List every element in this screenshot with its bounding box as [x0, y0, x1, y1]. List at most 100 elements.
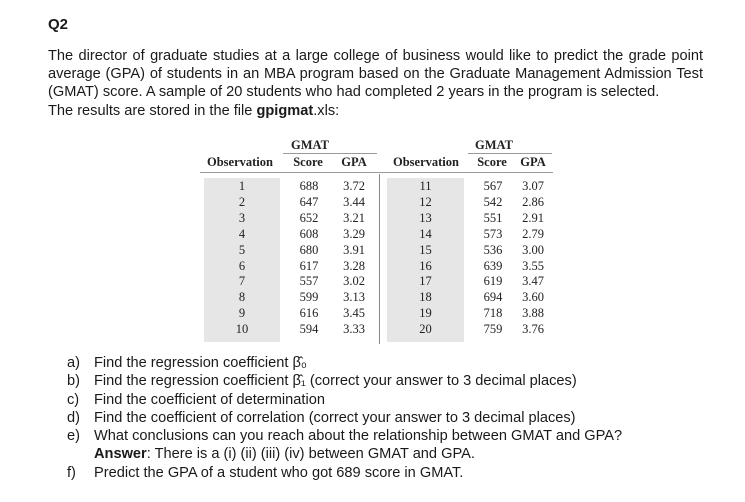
score-cell: 652: [299, 210, 319, 225]
observation-cell: 14: [419, 226, 432, 241]
question-text: Find the coefficient of determination: [94, 391, 325, 408]
observation-cell: 4: [238, 226, 246, 241]
gpa-cell: 3.29: [343, 226, 365, 241]
question-letter: d): [67, 409, 80, 426]
header-score-left: Score: [293, 155, 323, 169]
gmat-gpa-table: GMAT GMAT Observation Score GPA Observat…: [200, 136, 553, 348]
observation-cell: 19: [419, 306, 432, 321]
question-text: Find the regression coefficient β̂₀: [94, 355, 307, 371]
gpa-cell: 2.86: [522, 194, 544, 209]
gpa-cell: 3.13: [343, 290, 365, 305]
answer-line: Answer: There is a (i) (ii) (iii) (iv) b…: [67, 445, 727, 463]
observation-column-left: 1 2 3 4 5 6 7 8 9 10: [204, 179, 280, 338]
score-cell: 567: [483, 179, 503, 193]
observation-cell: 11: [419, 179, 432, 193]
intro-line-3: Test (GMAT) score. A sample of 20 studen…: [48, 66, 703, 101]
gpa-cell: 3.07: [522, 179, 544, 193]
observation-cell: 15: [419, 242, 432, 257]
question-text: Find the regression coefficient β̂₁ (cor…: [94, 373, 577, 390]
score-cell: 680: [299, 242, 319, 257]
data-filename: gpigmat: [256, 102, 314, 119]
score-column-left: 688 647 652 608 680 617 557 599 616 594: [286, 179, 332, 338]
intro-line-2: average (GPA) of students in an MBA prog…: [48, 66, 672, 83]
score-column-right: 567 542 551 573 536 639 619 694 718 759: [471, 179, 515, 338]
intro-line-4-prefix: The results are stored in the file: [48, 102, 257, 119]
observation-cell: 12: [419, 194, 432, 209]
score-cell: 694: [483, 290, 503, 305]
question-letter: a): [67, 355, 80, 371]
score-cell: 551: [483, 210, 503, 225]
question-text: Find the coefficient of correlation (cor…: [94, 409, 576, 426]
gpa-cell: 3.91: [343, 242, 365, 257]
gpa-cell: 3.76: [522, 322, 544, 337]
question-letter: b): [67, 373, 80, 390]
observation-cell: 1: [238, 179, 246, 193]
gpa-cell: 2.91: [522, 210, 544, 225]
gpa-cell: 3.02: [343, 274, 365, 289]
observation-shade-right: [387, 178, 464, 342]
gpa-cell: 2.79: [522, 226, 544, 241]
question-letter: c): [67, 391, 80, 408]
observation-cell: 2: [238, 194, 246, 209]
score-cell: 639: [483, 258, 503, 273]
score-cell: 573: [483, 226, 503, 241]
header-rule-left-gmat: [283, 153, 377, 154]
question-d: d) Find the coefficient of correlation (…: [67, 409, 727, 427]
gpa-cell: 3.00: [522, 242, 544, 257]
gpa-cell: 3.44: [343, 194, 365, 209]
header-score-right: Score: [477, 155, 507, 169]
question-text: Predict the GPA of a student who got 689…: [94, 464, 464, 481]
observation-cell: 17: [419, 274, 432, 289]
observation-cell: 6: [238, 258, 246, 273]
gpa-cell: 3.47: [522, 274, 544, 289]
observation-column-right: 11 12 13 14 15 16 17 18 19 20: [387, 179, 464, 338]
gpa-cell: 3.28: [343, 258, 365, 273]
observation-cell: 16: [419, 258, 432, 273]
answer-text: : There is a (i) (ii) (iii) (iv) between…: [146, 446, 475, 463]
question-c: c) Find the coefficient of determination: [67, 391, 727, 409]
score-cell: 718: [483, 306, 503, 321]
intro-line-4: The results are stored in the file gpigm…: [48, 102, 703, 120]
question-a: a) Find the regression coefficient β̂₀: [67, 354, 727, 372]
question-letter: f): [67, 464, 76, 481]
observation-cell: 13: [419, 210, 432, 225]
score-cell: 599: [299, 290, 319, 305]
gpa-cell: 3.72: [343, 179, 365, 193]
score-cell: 619: [483, 274, 503, 289]
observation-cell: 18: [419, 290, 432, 305]
observation-cell: 8: [238, 290, 246, 305]
observation-cell: 9: [238, 306, 246, 321]
question-heading: Q2: [48, 16, 69, 33]
header-gpa-left: GPA: [341, 155, 367, 169]
observation-cell: 7: [238, 274, 246, 289]
observation-cell: 20: [419, 322, 432, 337]
gpa-cell: 3.88: [522, 306, 544, 321]
header-observation-left: Observation: [207, 155, 273, 169]
question-text: What conclusions can you reach about the…: [94, 428, 623, 445]
header-gmat-left: GMAT: [291, 138, 329, 152]
column-divider: [379, 174, 380, 344]
observation-cell: 5: [238, 242, 246, 257]
score-cell: 617: [299, 258, 319, 273]
question-f: f) Predict the GPA of a student who got …: [67, 464, 727, 482]
header-observation-right: Observation: [393, 155, 459, 169]
question-e: e) What conclusions can you reach about …: [67, 427, 727, 445]
score-cell: 688: [299, 179, 319, 193]
gpa-cell: 3.55: [522, 258, 544, 273]
score-cell: 594: [299, 322, 319, 337]
observation-cell: 10: [235, 322, 249, 337]
observation-cell: 3: [238, 210, 246, 225]
gpa-cell: 3.33: [343, 322, 365, 337]
question-list: a) Find the regression coefficient β̂₀ b…: [67, 354, 727, 482]
score-cell: 557: [299, 274, 319, 289]
gpa-column-right: 3.07 2.86 2.91 2.79 3.00 3.55 3.47 3.60 …: [513, 179, 553, 338]
score-cell: 536: [483, 242, 503, 257]
observation-shade-left: [204, 178, 280, 342]
header-gpa-right: GPA: [520, 155, 546, 169]
score-cell: 608: [299, 226, 319, 241]
score-cell: 542: [483, 194, 503, 209]
intro-paragraph: The director of graduate studies at a la…: [48, 47, 703, 120]
gpa-column-left: 3.72 3.44 3.21 3.29 3.91 3.28 3.02 3.13 …: [334, 179, 374, 338]
question-letter: e): [67, 428, 80, 445]
score-cell: 759: [483, 322, 503, 337]
